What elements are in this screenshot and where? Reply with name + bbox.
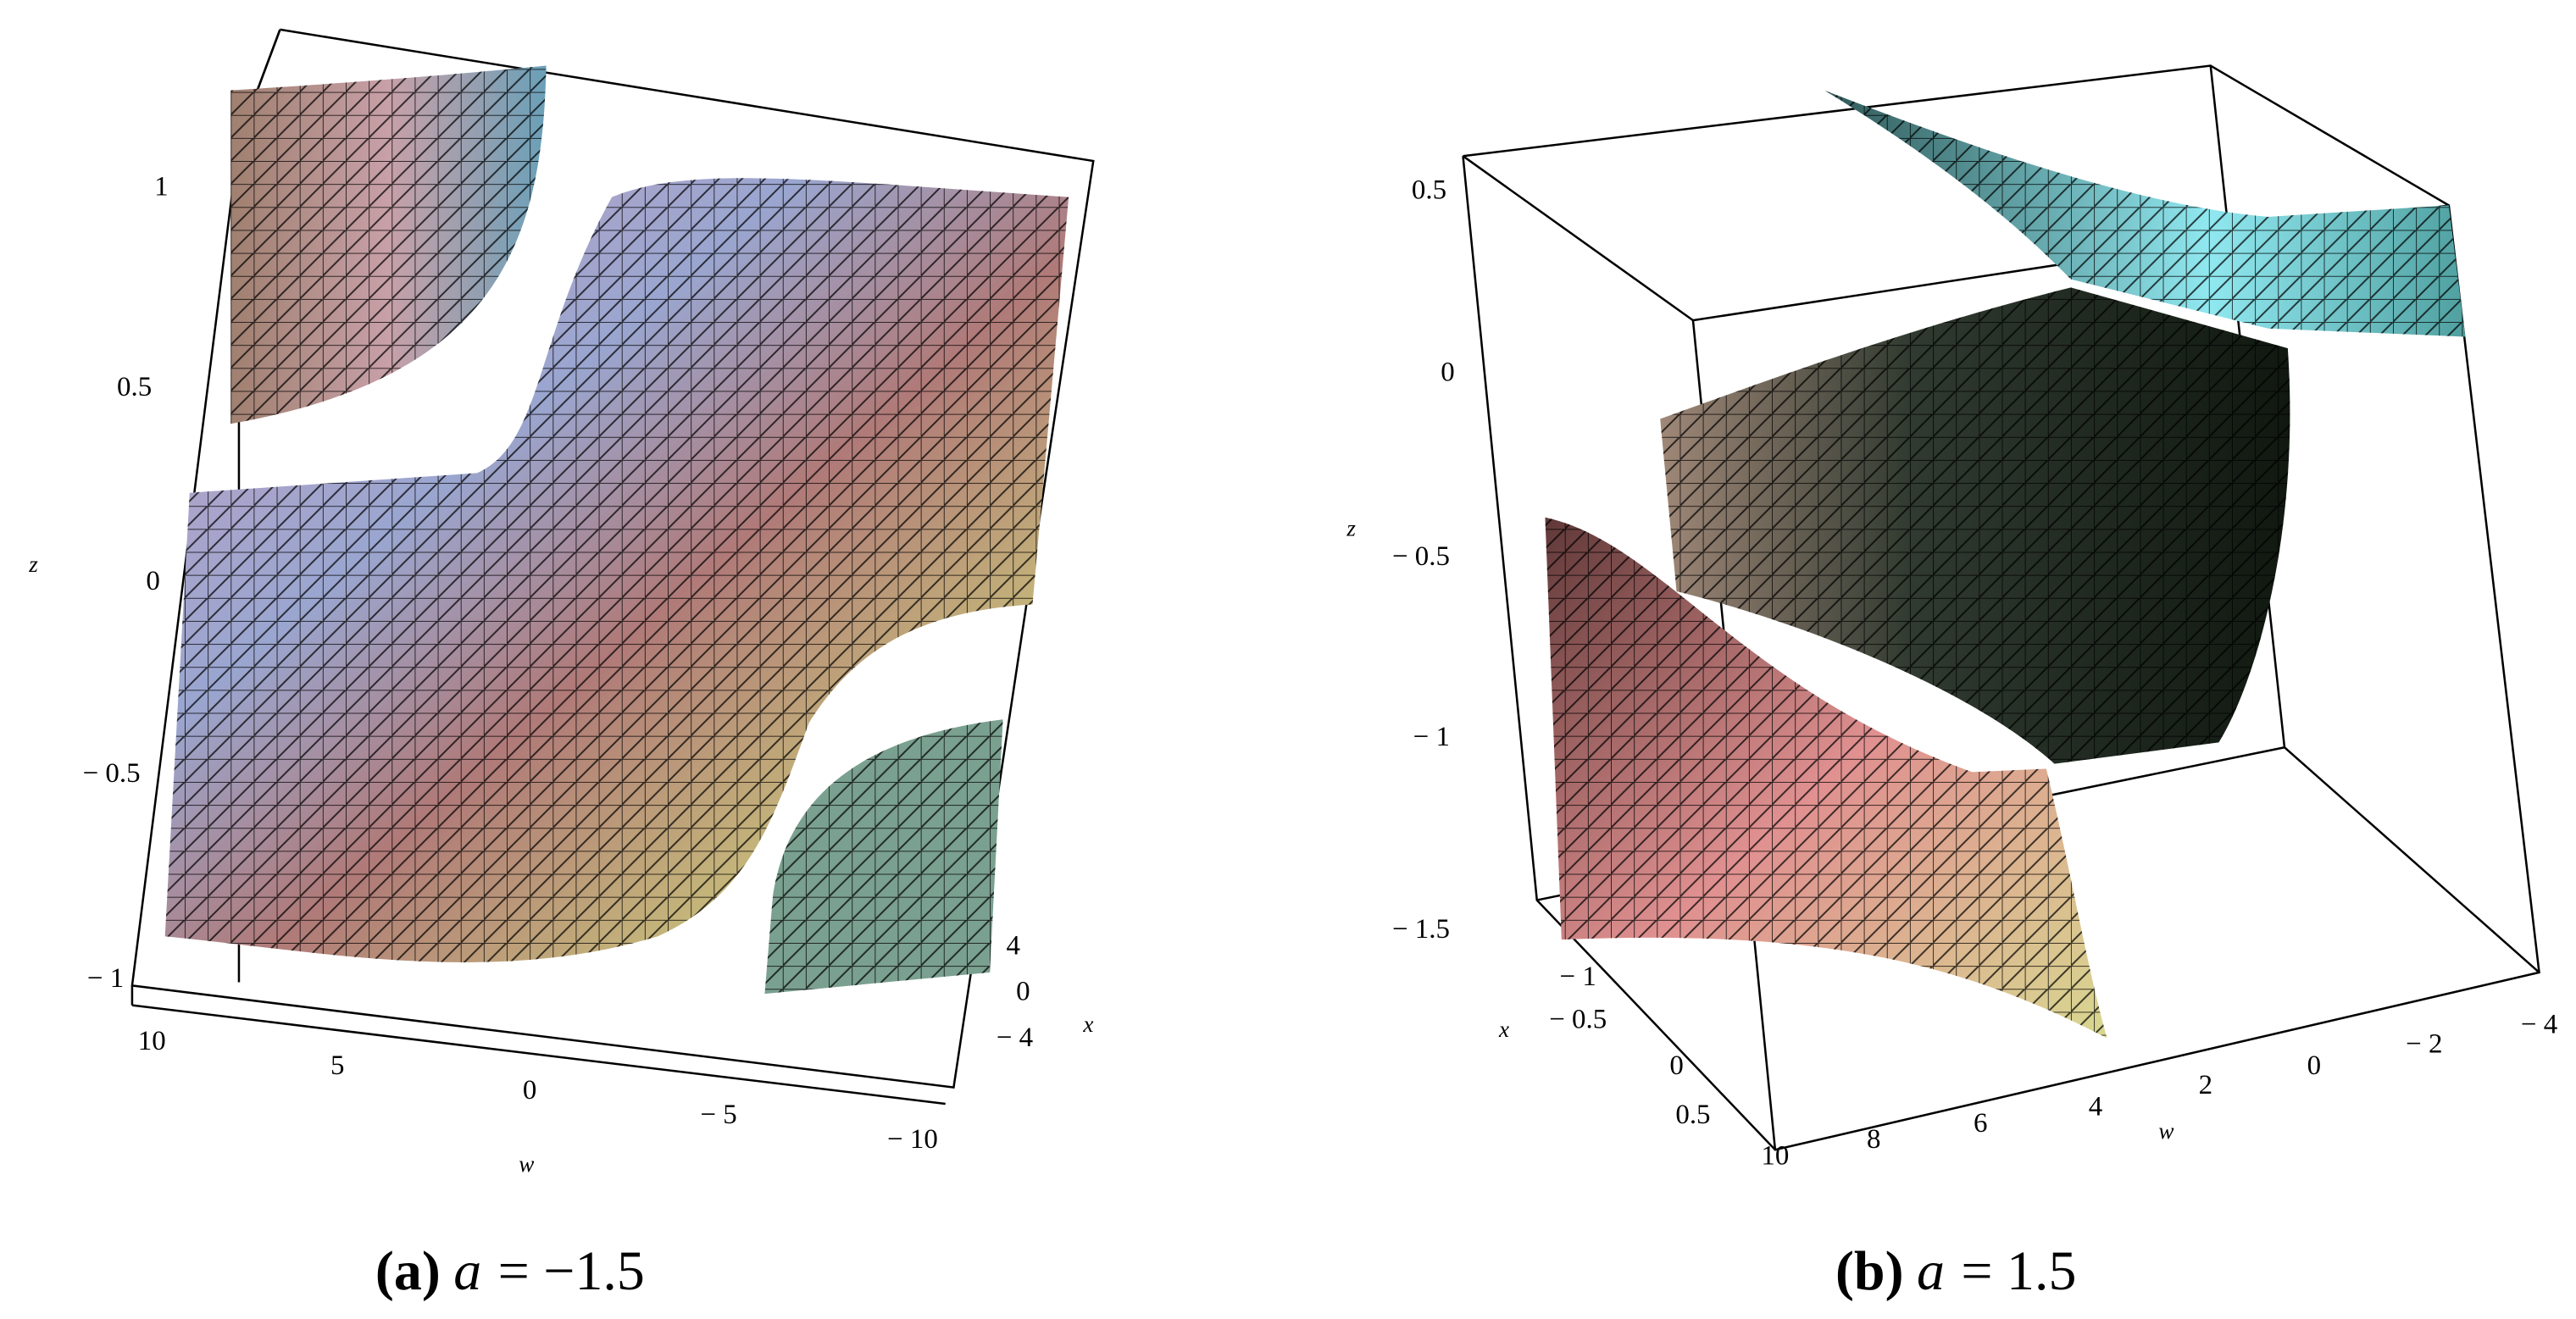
tick-label: − 1 xyxy=(87,963,124,994)
caption-variable: a xyxy=(453,1240,481,1302)
caption-label: (b) xyxy=(1835,1240,1904,1302)
panel: z 0.5 0 − 0.5 − 1 − 1.5 w 10 8 6 4 2 0 − 2 − 4 x − 1 − 0.… xyxy=(1346,175,2557,1302)
tick-label: 5 xyxy=(330,1050,344,1081)
axis-label: z xyxy=(28,551,38,577)
caption-relation: = 1.5 xyxy=(1961,1240,2076,1302)
tick-label: − 0.5 xyxy=(1392,541,1450,572)
tick-label: 0 xyxy=(1669,1050,1683,1081)
tick-label: − 4 xyxy=(997,1023,1033,1053)
tick-label: 6 xyxy=(1974,1108,1987,1139)
tick-label: 8 xyxy=(1867,1124,1880,1155)
caption: (b) a = 1.5 xyxy=(1835,1240,2076,1302)
tick-label: − 4 xyxy=(2521,1009,2557,1039)
tick-label: 10 xyxy=(1761,1141,1789,1172)
tick-label: − 0.5 xyxy=(1549,1005,1607,1035)
tick-label: 10 xyxy=(138,1026,166,1056)
caption-relation: = −1.5 xyxy=(498,1240,645,1302)
caption-variable: a xyxy=(1917,1240,1945,1302)
caption-label: (a) xyxy=(375,1240,441,1302)
surface xyxy=(164,65,1069,995)
axis-label: z xyxy=(1346,516,1356,541)
panel: z 1 0.5 0 − 0.5 − 1 w 10 5 0 − 5 − 10 x 4 0 − 4 (a) a = −1… xyxy=(28,172,1093,1303)
axis-label: w xyxy=(519,1151,534,1177)
axis-label: x xyxy=(1498,1017,1509,1042)
tick-label: 4 xyxy=(1006,930,1019,961)
tick-label: − 5 xyxy=(700,1100,736,1130)
tick-label: − 1.5 xyxy=(1392,914,1450,945)
tick-label: − 1 xyxy=(1413,722,1450,752)
tick-label: 0 xyxy=(523,1075,536,1106)
caption: (a) a = −1.5 xyxy=(375,1240,645,1302)
tick-label: 4 xyxy=(2089,1091,2102,1122)
tick-label: 2 xyxy=(2199,1070,2212,1100)
tick-label: 0 xyxy=(2307,1050,2321,1081)
tick-label: 0 xyxy=(1016,977,1030,1007)
tick-label: − 2 xyxy=(2406,1029,2442,1060)
axis-label: x xyxy=(1082,1011,1093,1037)
tick-label: 0.5 xyxy=(1675,1100,1710,1130)
axis-label: w xyxy=(2158,1118,2174,1144)
tick-label: 1 xyxy=(154,172,168,202)
tick-label: − 10 xyxy=(887,1124,938,1155)
tick-label: 0.5 xyxy=(1412,175,1446,205)
surface xyxy=(1545,90,2466,1039)
tick-label: − 0.5 xyxy=(83,758,141,789)
tick-label: 0.5 xyxy=(117,372,152,402)
tick-label: 0 xyxy=(146,566,159,596)
tick-label: 0 xyxy=(1441,357,1454,388)
tick-label: − 1 xyxy=(1560,962,1596,992)
